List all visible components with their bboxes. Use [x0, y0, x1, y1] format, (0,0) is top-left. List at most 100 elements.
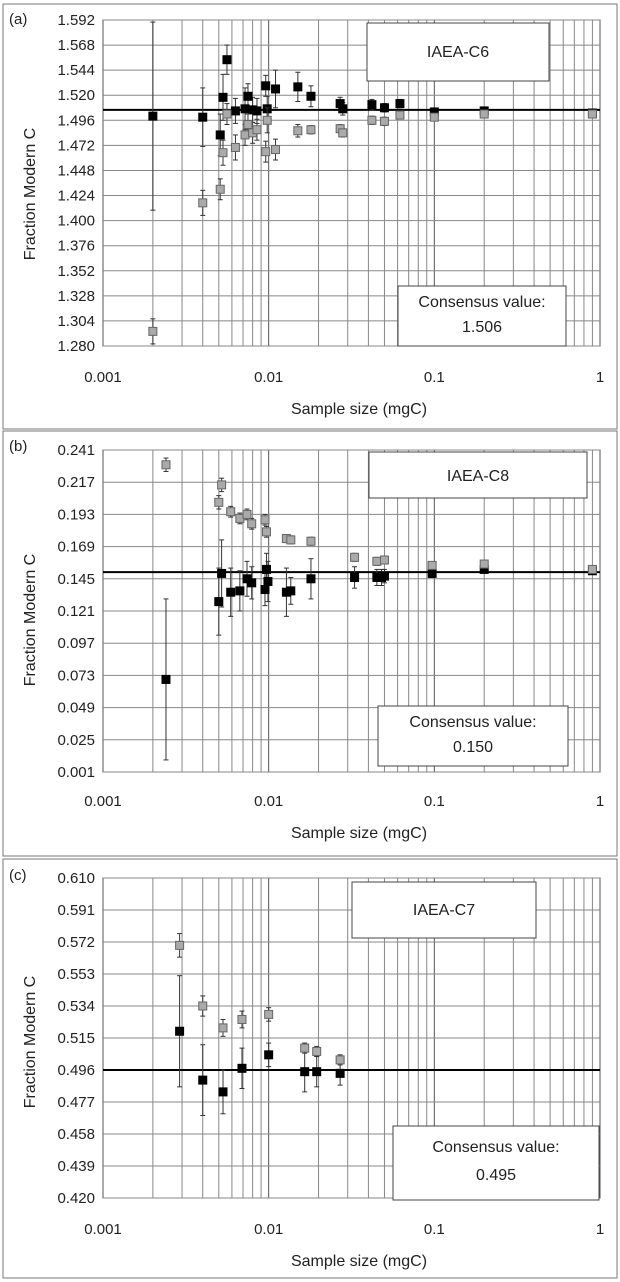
data-point-black: [338, 104, 348, 114]
data-point-black: [252, 106, 262, 116]
data-point-gray: [260, 515, 270, 525]
x-tick-label: 0.01: [254, 369, 283, 386]
data-point-black: [161, 674, 171, 684]
data-point-black: [335, 1068, 345, 1078]
data-point-gray: [261, 147, 271, 157]
data-point-black: [306, 574, 316, 584]
data-point-gray: [243, 119, 253, 129]
data-point-black: [243, 91, 253, 101]
panel-a: (a) 1.592 1.568 1.544 1.520 1.496 1.472 1.448 1…: [2, 3, 618, 430]
data-point-black: [263, 576, 273, 586]
data-point-gray: [230, 142, 240, 152]
data-point-gray: [218, 1023, 228, 1033]
panel-b-xlabel: Sample size (mgC): [291, 825, 427, 842]
y-tick-label: 0.217: [57, 474, 95, 491]
panel-b-label: (b): [9, 438, 27, 455]
data-point-gray: [293, 126, 303, 136]
y-tick-label: 1.328: [57, 288, 95, 305]
y-tick-label: 1.400: [57, 213, 95, 230]
panel-b-title-box: IAEA-C8: [368, 451, 588, 499]
y-tick-label: 0.241: [57, 442, 95, 459]
panel-a-ylabel: Fraction Modern C: [22, 128, 39, 261]
y-tick-label: 0.572: [57, 934, 95, 951]
data-point-black: [293, 82, 303, 92]
y-tick-label: 0.049: [57, 700, 95, 717]
panel-b-consensus-box: Consensus value: 0.150: [377, 705, 569, 767]
y-tick-label: 0.515: [57, 1030, 95, 1047]
panel-c-consensus-label: Consensus value:: [432, 1139, 559, 1156]
data-point-gray: [237, 1014, 247, 1024]
panel-c-xlabel: Sample size (mgC): [291, 1253, 427, 1270]
data-point-black: [218, 92, 228, 102]
data-point-gray: [306, 536, 316, 546]
data-point-black: [175, 1026, 185, 1036]
data-point-gray: [247, 519, 257, 529]
data-point-gray: [350, 552, 360, 562]
data-point-black: [379, 103, 389, 113]
y-tick-label: 0.591: [57, 902, 95, 919]
data-point-gray: [175, 940, 185, 950]
data-point-black: [235, 586, 245, 596]
data-point-gray: [379, 116, 389, 126]
panel-c: (c) 0.610 0.591 0.572 0.553 0.534 0.515 0.496 0…: [2, 858, 618, 1279]
data-point-black: [312, 1067, 322, 1077]
data-point-gray: [252, 125, 262, 135]
y-tick-label: 0.458: [57, 1126, 95, 1143]
panel-c-title-box: IAEA-C7: [351, 881, 537, 939]
panel-c-label: (c): [9, 867, 27, 884]
y-tick-label: 0.097: [57, 635, 95, 652]
data-point-black: [264, 1050, 274, 1060]
y-tick-label: 1.568: [57, 37, 95, 54]
x-tick-label: 1: [596, 793, 604, 810]
data-point-black: [367, 100, 377, 110]
data-point-gray: [379, 555, 389, 565]
panel-a-consensus-value: 1.506: [462, 319, 502, 336]
data-point-black: [240, 104, 250, 114]
panel-c-ylabel: Fraction Modern C: [22, 976, 39, 1109]
x-tick-label: 0.1: [424, 1221, 445, 1238]
data-point-gray: [198, 1001, 208, 1011]
panel-a-label: (a): [9, 11, 27, 28]
data-point-gray: [335, 1055, 345, 1065]
panel-a-title-box: IAEA-C6: [366, 22, 550, 82]
data-point-black: [218, 1087, 228, 1097]
data-point-black: [247, 578, 257, 588]
x-tick-label: 0.1: [424, 793, 445, 810]
data-point-gray: [479, 559, 489, 569]
y-tick-label: 1.448: [57, 162, 95, 179]
data-point-gray: [372, 556, 382, 566]
y-tick-label: 0.121: [57, 603, 95, 620]
data-point-black: [237, 1063, 247, 1073]
panel-c-title: IAEA-C7: [413, 902, 475, 919]
data-point-gray: [306, 125, 316, 135]
data-point-gray: [427, 560, 437, 570]
x-tick-label: 1: [596, 369, 604, 386]
panel-b-ylabel: Fraction Modern C: [22, 554, 39, 687]
data-point-gray: [271, 145, 281, 155]
panel-c-consensus-value: 0.495: [476, 1167, 516, 1184]
data-point-black: [379, 571, 389, 581]
data-point-black: [261, 564, 271, 574]
y-tick-label: 0.001: [57, 764, 95, 781]
data-point-gray: [261, 527, 271, 537]
data-point-gray: [479, 109, 489, 119]
y-tick-label: 0.477: [57, 1094, 95, 1111]
panel-a-consensus-box: Consensus value: 1.506: [397, 285, 567, 347]
y-tick-label: 0.496: [57, 1062, 95, 1079]
data-point-gray: [226, 507, 236, 517]
x-tick-label: 0.001: [84, 793, 122, 810]
data-point-gray: [242, 509, 252, 519]
data-point-gray: [240, 130, 250, 140]
x-tick-label: 0.01: [254, 1221, 283, 1238]
data-point-gray: [587, 564, 597, 574]
data-point-black: [198, 1075, 208, 1085]
data-point-black: [222, 55, 232, 65]
y-tick-label: 0.169: [57, 539, 95, 556]
y-tick-label: 1.376: [57, 238, 95, 255]
panel-c-consensus-box: Consensus value: 0.495: [392, 1125, 600, 1201]
y-tick-label: 1.352: [57, 263, 95, 280]
y-tick-label: 0.420: [57, 1190, 95, 1207]
data-point-black: [395, 99, 405, 109]
data-point-gray: [215, 184, 225, 194]
data-point-gray: [395, 110, 405, 120]
